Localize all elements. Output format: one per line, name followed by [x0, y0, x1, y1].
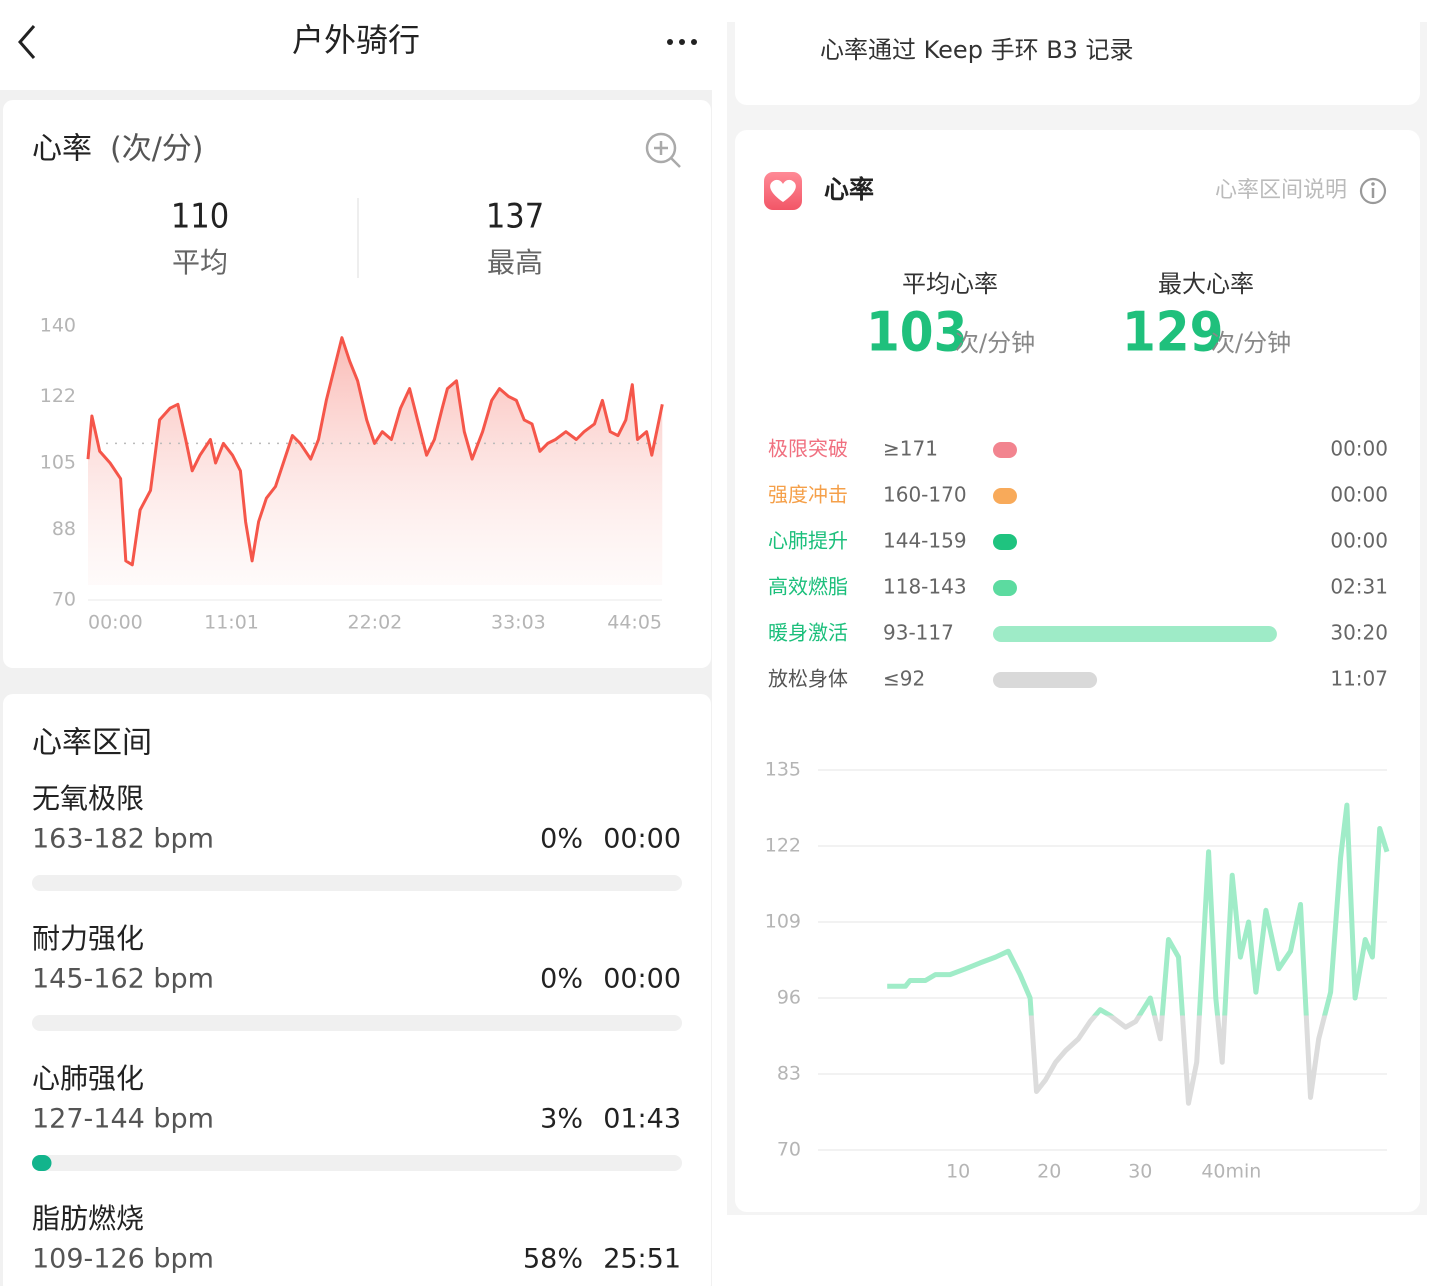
stat-label: 最大心率: [1158, 270, 1254, 298]
y-tick-label: 109: [765, 911, 801, 933]
y-tick-label: 83: [777, 1063, 801, 1085]
zone-name: 放松身体: [768, 667, 848, 691]
card-unit: (次/分): [110, 132, 204, 167]
zone-bar: [993, 626, 1277, 642]
device-note: 心率通过 Keep 手环 B3 记录: [820, 36, 1134, 64]
note-card: [735, 0, 1420, 105]
zone-name: 极限突破: [768, 437, 848, 461]
stat-unit: 次/分钟: [955, 329, 1035, 357]
y-tick-label: 96: [777, 987, 801, 1009]
area: [88, 337, 663, 585]
zone-name: 高效燃脂: [768, 575, 848, 599]
y-tick-label: 122: [40, 385, 76, 407]
line-low: [1028, 1015, 1328, 1106]
zone-percent: 3%: [540, 1104, 583, 1135]
zone-name: 心肺强化: [32, 1062, 144, 1095]
zone-duration: 11:07: [1330, 667, 1388, 691]
stat-label: 平均心率: [902, 270, 998, 298]
zone-range: 93-117: [883, 621, 954, 645]
zone-duration: 00:00: [1330, 483, 1388, 507]
zone-range: 118-143: [883, 575, 967, 599]
zoom-button[interactable]: [645, 132, 681, 168]
zone-track: [32, 1155, 682, 1171]
zone-bar: [993, 442, 1017, 458]
x-tick-label: 00:00: [88, 612, 143, 634]
y-tick-label: 140: [40, 315, 76, 337]
zone-bar: [32, 1155, 52, 1171]
x-tick-label: 22:02: [347, 612, 402, 634]
x-tick-label: 20: [1037, 1161, 1061, 1183]
zone-range: 127-144 bpm: [32, 1104, 214, 1135]
zone-range: 160-170: [883, 483, 967, 507]
zone-range: ≥171: [883, 437, 938, 461]
zone-range: 145-162 bpm: [32, 964, 214, 995]
x-tick-label: 33:03: [491, 612, 546, 634]
zone-name: 耐力强化: [32, 922, 144, 955]
y-tick-label: 88: [52, 518, 76, 540]
stat-unit: 次/分钟: [1211, 329, 1291, 357]
zone-duration: 30:20: [1330, 621, 1388, 645]
card-title: 心率: [32, 132, 92, 167]
zone-bar: [993, 534, 1017, 550]
zone-duration: 25:51: [603, 1244, 681, 1275]
zone-bar: [993, 580, 1017, 596]
y-tick-label: 105: [40, 452, 76, 474]
zone-range: 163-182 bpm: [32, 824, 214, 855]
zone-name: 强度冲击: [768, 483, 848, 507]
x-tick-label: 11:01: [204, 612, 259, 634]
nav-bar: [0, 0, 712, 90]
zone-duration: 01:43: [603, 1104, 681, 1135]
line: [86, 336, 664, 567]
y-tick-label: 135: [765, 759, 801, 781]
stat-label: 最高: [487, 246, 543, 279]
stat-label: 平均: [172, 246, 228, 279]
x-tick-label: 44:05: [607, 612, 662, 634]
zone-track: [32, 1015, 682, 1031]
zone-range: ≤92: [883, 667, 925, 691]
zone-name: 脂肪燃烧: [32, 1202, 144, 1235]
zone-name: 心肺提升: [768, 529, 848, 553]
zone-help[interactable]: 心率区间说明: [1215, 178, 1347, 203]
zone-percent: 0%: [540, 964, 583, 995]
zone-duration: 00:00: [603, 964, 681, 995]
zone-duration: 00:00: [1330, 437, 1388, 461]
stat-value: 110: [171, 197, 229, 237]
x-tick-label: 10: [946, 1161, 970, 1183]
stat-value: 129: [1122, 301, 1223, 364]
stat-value: 137: [486, 197, 544, 237]
info-icon[interactable]: [1359, 177, 1387, 205]
zone-bar: [993, 672, 1098, 688]
zone-duration: 02:31: [1330, 575, 1388, 599]
y-tick-label: 122: [765, 835, 801, 857]
back-button[interactable]: [18, 25, 36, 59]
zone-percent: 58%: [523, 1244, 583, 1275]
card-title: 心率: [824, 175, 874, 204]
zone-duration: 00:00: [1330, 529, 1388, 553]
x-tick-label: 40min: [1201, 1161, 1261, 1183]
more-button[interactable]: [667, 39, 697, 45]
line: [887, 802, 1390, 1016]
zone-range: 109-126 bpm: [32, 1244, 214, 1275]
y-tick-label: 70: [52, 589, 76, 611]
zone-bar: [993, 488, 1017, 504]
zone-name: 无氧极限: [32, 782, 144, 815]
zone-track: [32, 875, 682, 891]
zone-percent: 0%: [540, 824, 583, 855]
heart-shape: [770, 179, 796, 202]
stat-value: 103: [866, 301, 967, 364]
zone-range: 144-159: [883, 529, 967, 553]
zone-duration: 00:00: [603, 824, 681, 855]
zone-name: 暖身激活: [768, 621, 848, 645]
x-tick-label: 30: [1128, 1161, 1152, 1183]
y-tick-label: 70: [777, 1139, 801, 1161]
zones-card: [3, 694, 711, 1286]
card-title: 心率区间: [32, 726, 152, 761]
nav-title: 户外骑行: [292, 21, 420, 59]
